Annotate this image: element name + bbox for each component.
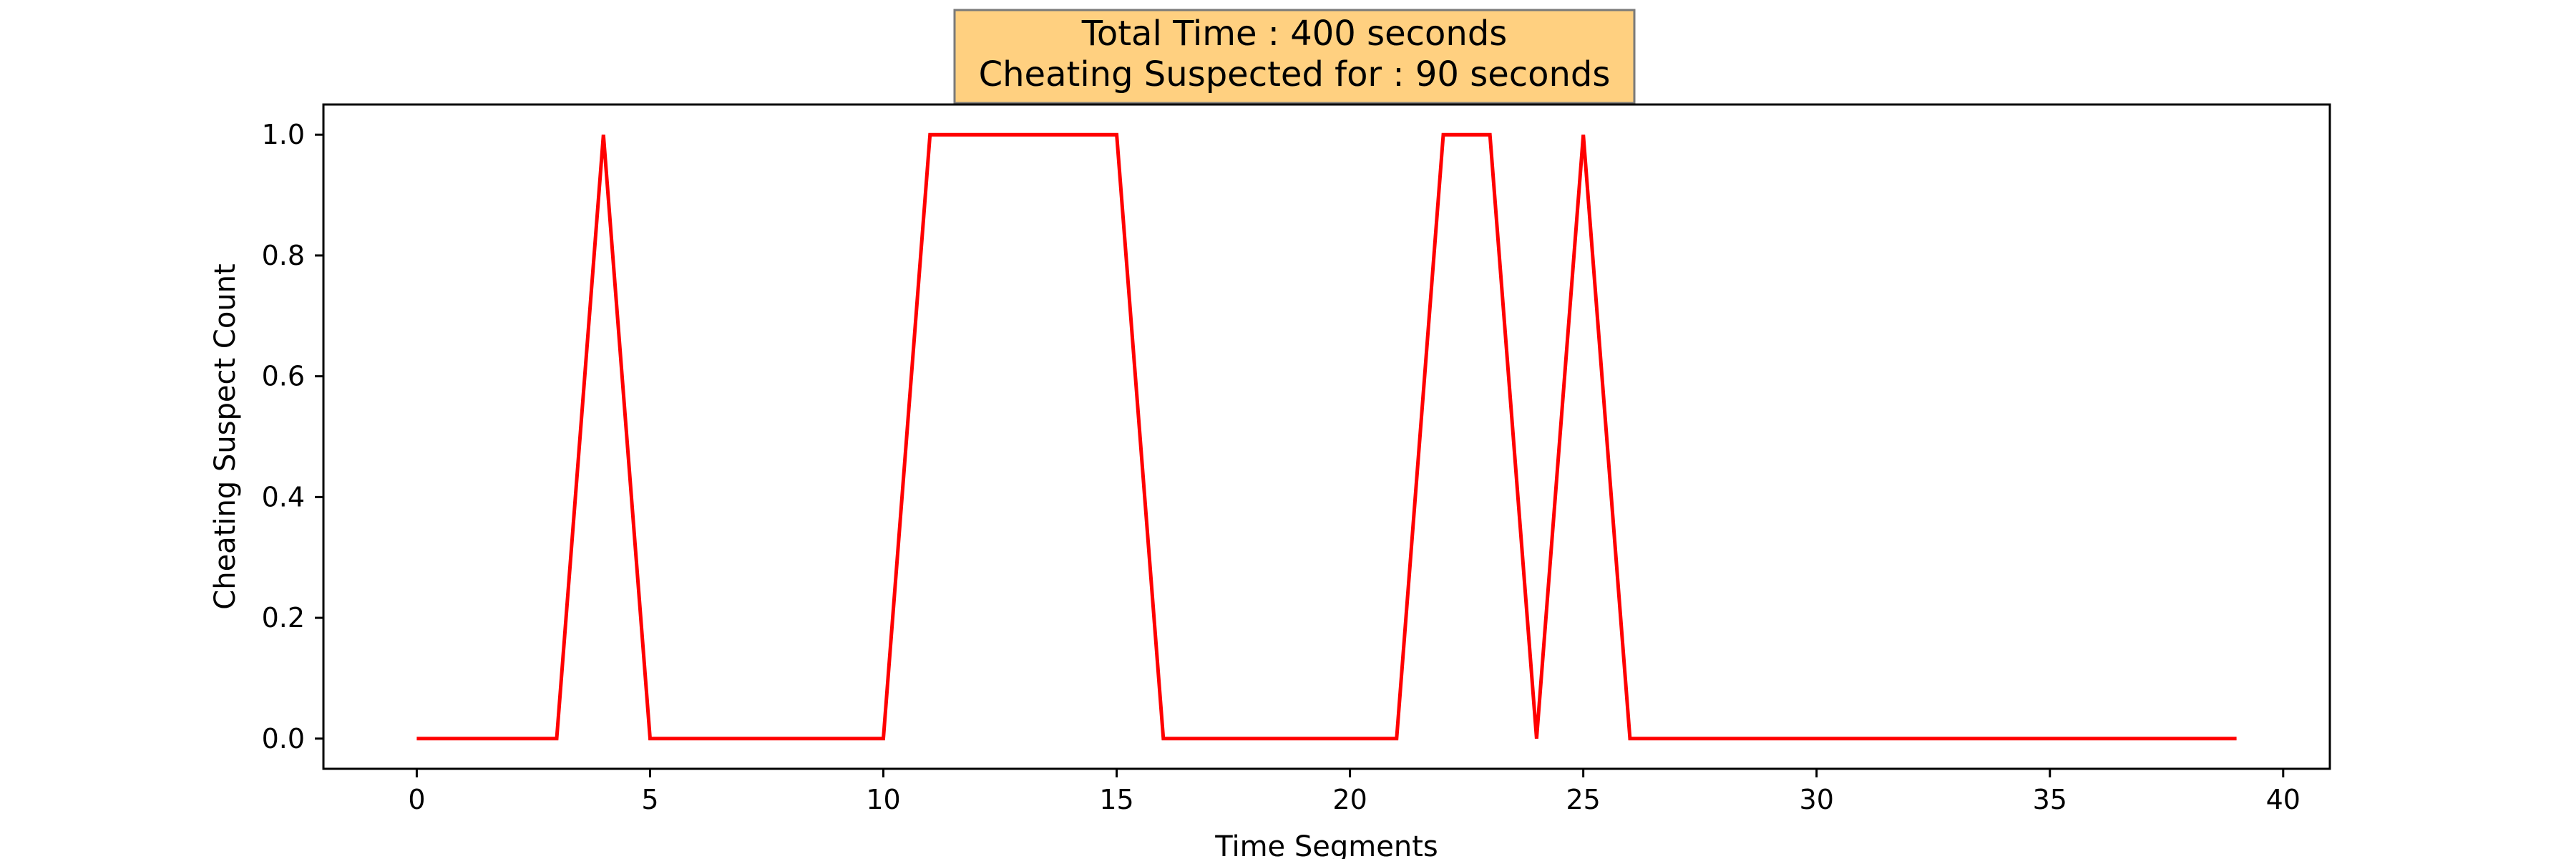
- x-tick-label: 25: [1566, 784, 1600, 815]
- y-tick-label: 0.2: [262, 602, 305, 634]
- y-tick-label: 0.4: [262, 481, 305, 513]
- x-tick-label: 30: [1800, 784, 1834, 815]
- plot-area: 0 5 10 15 20 25 30 35 40 0.0 0.2 0.4 0.6 0.8 1.0: [262, 103, 2331, 815]
- y-tick-label: 0.8: [262, 240, 305, 271]
- x-tick-label: 40: [2266, 784, 2301, 815]
- y-axis-label: Cheating Suspect Count: [209, 263, 242, 609]
- plot-frame: [322, 103, 2331, 770]
- x-tick-label: 20: [1332, 784, 1367, 815]
- x-tick-label: 15: [1099, 784, 1133, 815]
- x-tick-label: 10: [866, 784, 900, 815]
- series-line-0: [416, 132, 2237, 741]
- x-tick-label: 0: [408, 784, 425, 815]
- x-tick-label: 5: [641, 784, 658, 815]
- x-tick-label: 35: [2033, 784, 2067, 815]
- x-axis-label: Time Segments: [1214, 830, 1438, 859]
- chart-title-line-1: Total Time : 400 seconds: [1081, 14, 1508, 54]
- chart-title-line-2: Cheating Suspected for : 90 seconds: [979, 54, 1611, 94]
- y-axis-ticks: 0.0 0.2 0.4 0.6 0.8 1.0: [262, 119, 323, 754]
- y-tick-label: 1.0: [262, 119, 305, 150]
- title-box-background: [953, 9, 1636, 105]
- chart-title-box: Total Time : 400 seconds Cheating Suspec…: [953, 9, 1636, 105]
- y-tick-label: 0.6: [262, 361, 305, 392]
- x-axis-ticks: 0 5 10 15 20 25 30 35 40: [408, 769, 2301, 815]
- series-layer: [416, 132, 2237, 741]
- y-tick-label: 0.0: [262, 723, 305, 754]
